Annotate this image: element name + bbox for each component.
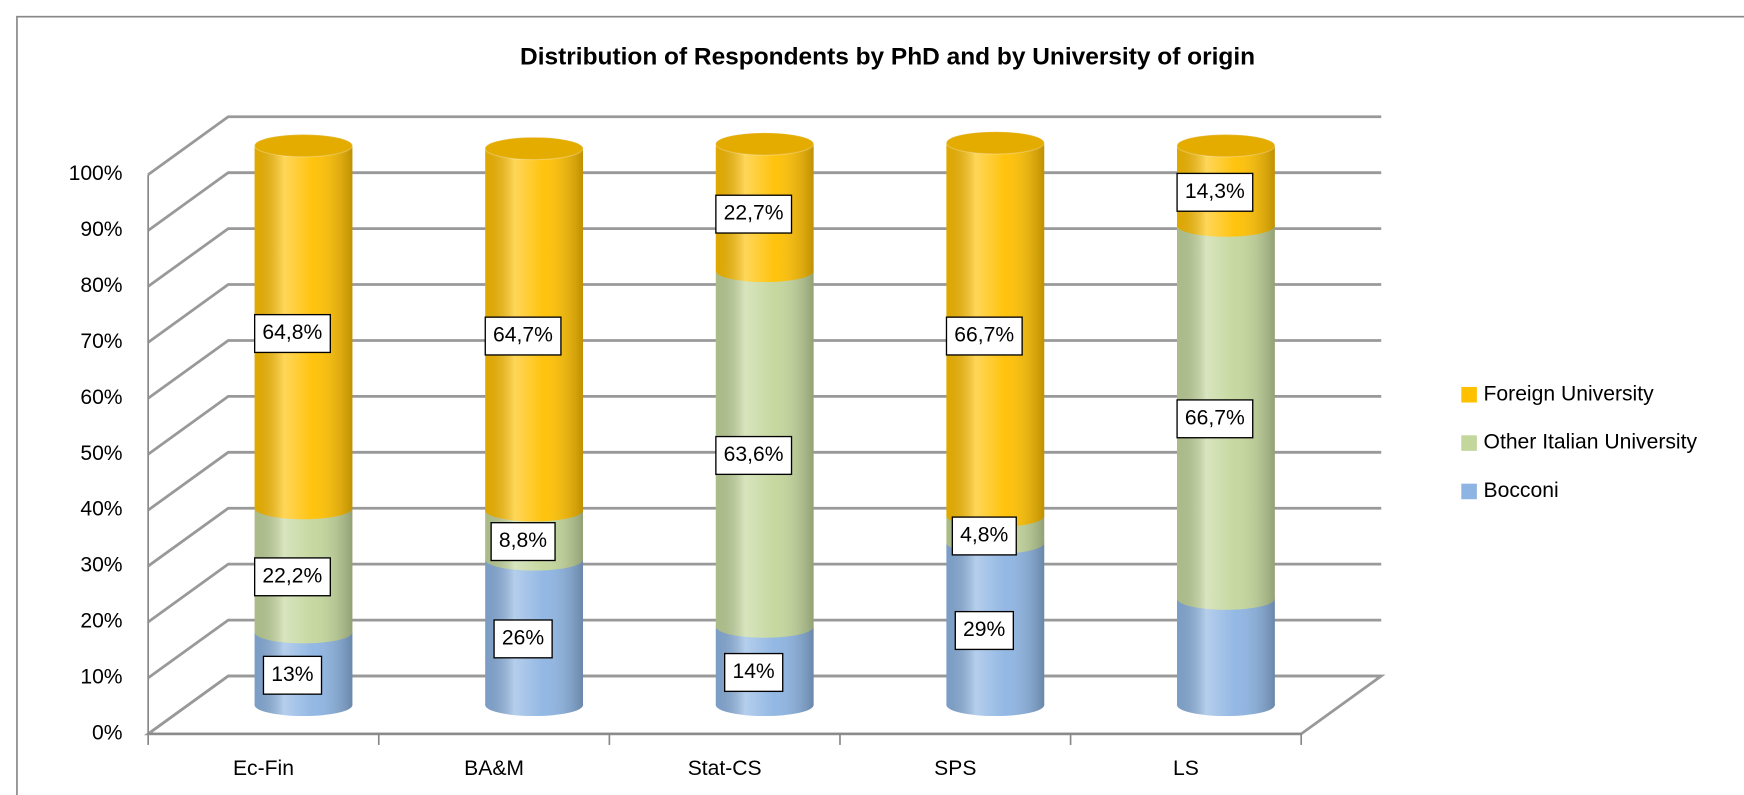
legend-swatch bbox=[1461, 435, 1477, 451]
data-label-box bbox=[951, 516, 1017, 556]
cylinder-top-shade bbox=[1176, 134, 1275, 157]
data-label-box bbox=[253, 313, 331, 354]
frame bbox=[16, 15, 1744, 795]
y-tick-label: 70% bbox=[80, 330, 122, 353]
cylinder-top-shade bbox=[254, 134, 353, 157]
data-label: 29% bbox=[963, 618, 1005, 641]
legend-swatch bbox=[1461, 386, 1477, 403]
legend-swatch bbox=[1461, 483, 1477, 500]
data-label: 22,2% bbox=[262, 564, 322, 587]
data-label-box bbox=[1176, 172, 1254, 212]
legend-label: Bocconi bbox=[1484, 479, 1559, 502]
legend-label: Foreign University bbox=[1484, 382, 1655, 405]
y-tick-label: 60% bbox=[80, 386, 122, 409]
cylinder-top bbox=[484, 136, 584, 161]
y-tick-label: 80% bbox=[80, 274, 122, 297]
data-label: 63,6% bbox=[724, 443, 784, 466]
data-label-box bbox=[945, 316, 1023, 356]
cylinder-shade bbox=[1176, 598, 1275, 705]
x-tick-label: SPS bbox=[934, 757, 976, 780]
cylinder-top-shade bbox=[485, 137, 584, 160]
grid-line bbox=[147, 115, 1382, 176]
y-tick-label: 30% bbox=[80, 554, 122, 577]
data-label: 13% bbox=[271, 663, 313, 686]
data-label-box bbox=[484, 316, 562, 356]
y-tick-label: 20% bbox=[80, 610, 122, 633]
data-label: 26% bbox=[502, 626, 544, 649]
plot: 0% 10% 20% 30% 40% 50% 60% 70% 80% 90% 100% Ec-Fin 1… bbox=[69, 115, 1698, 780]
y-tick-label: 40% bbox=[80, 498, 122, 521]
legend-label: Other Italian University bbox=[1484, 431, 1698, 454]
cylinder-top-shade bbox=[715, 132, 814, 156]
y-tick-label: 90% bbox=[80, 218, 122, 241]
x-tick-label: Ec-Fin bbox=[233, 757, 294, 780]
chart-title: Distribution of Respondents by PhD and b… bbox=[520, 43, 1255, 70]
data-label-box bbox=[490, 522, 556, 562]
x-tick-label: BA&M bbox=[464, 757, 524, 780]
cylinder-top bbox=[945, 131, 1045, 155]
data-label: 66,7% bbox=[1185, 406, 1245, 429]
data-label: 4,8% bbox=[960, 524, 1008, 547]
data-label-box bbox=[1176, 399, 1254, 439]
data-label-box bbox=[262, 655, 323, 695]
data-label-box bbox=[724, 652, 784, 693]
data-label: 64,8% bbox=[262, 321, 322, 344]
data-label-box bbox=[715, 435, 793, 476]
cylinder-top-shade bbox=[946, 131, 1045, 154]
data-label: 66,7% bbox=[954, 324, 1014, 347]
x-tick-label: Stat-CS bbox=[688, 757, 762, 780]
y-tick-label: 10% bbox=[80, 665, 122, 688]
y-tick-label: 100% bbox=[69, 162, 123, 185]
x-tick-label: LS bbox=[1173, 757, 1199, 780]
cylinder-top bbox=[715, 132, 815, 156]
data-label: 14,3% bbox=[1185, 180, 1245, 203]
data-label-box bbox=[493, 619, 553, 659]
data-label: 64,7% bbox=[493, 324, 553, 347]
data-label: 8,8% bbox=[499, 529, 547, 552]
cylinder-top bbox=[1176, 133, 1276, 158]
y-tick-label: 0% bbox=[92, 721, 123, 744]
data-label-box bbox=[715, 194, 793, 234]
cylinder-top bbox=[254, 133, 353, 158]
data-label: 22,7% bbox=[724, 202, 784, 225]
data-label-box bbox=[253, 557, 331, 597]
y-tick-label: 50% bbox=[80, 442, 122, 465]
data-label: 14% bbox=[732, 660, 774, 683]
data-label-box bbox=[954, 610, 1014, 651]
